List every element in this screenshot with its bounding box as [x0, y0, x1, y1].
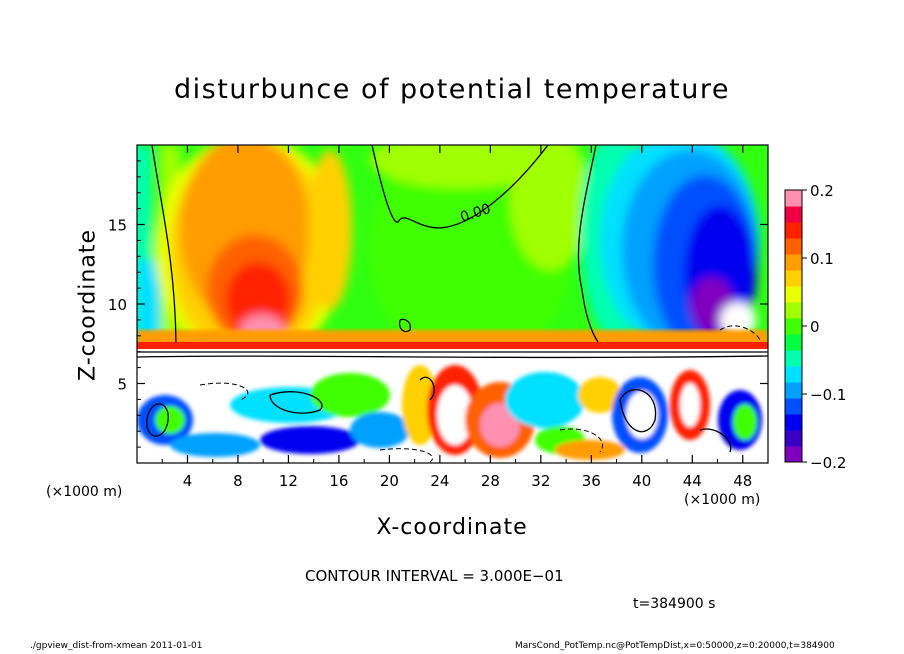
colorbar-swatch — [785, 286, 802, 303]
x-tick-label: 24 — [430, 472, 449, 490]
x-tick-label: 32 — [531, 472, 550, 490]
colorbar-swatch — [785, 398, 802, 415]
footer-script-name: ./gpview_dist-from-xmean 2011-01-01 — [30, 641, 203, 651]
colorbar-label: 0 — [810, 318, 820, 336]
x-tick-label: 16 — [329, 472, 348, 490]
x-unit-right: (×1000 m) — [684, 492, 761, 508]
x-tick-label: 12 — [279, 472, 298, 490]
colorbar-swatch — [785, 302, 802, 319]
contour-interval-text: CONTOUR INTERVAL = 3.000E−01 — [305, 567, 564, 585]
x-axis-label: X-coordinate — [376, 515, 528, 540]
chart-title: disturbunce of potential temperature — [174, 74, 730, 105]
colorbar-swatch — [785, 430, 802, 447]
x-axis: 4 8 12 16 20 24 28 32 36 40 44 48 — [161, 145, 752, 490]
colorbar-swatch — [785, 270, 802, 287]
y-tick-label: 5 — [117, 376, 127, 394]
colorbar: 0.2 0.1 0 −0.1 −0.2 — [784, 182, 846, 472]
colorbar-swatch — [785, 318, 802, 335]
time-label: t=384900 s — [633, 596, 716, 612]
colorbar-swatch — [785, 350, 802, 367]
colorbar-swatch — [785, 222, 802, 239]
x-tick-label: 48 — [733, 472, 752, 490]
colorbar-swatch — [785, 382, 802, 399]
heatmap-field: 0.00 — [137, 145, 768, 463]
x-tick-label: 40 — [632, 472, 651, 490]
y-axis-label: Z-coordinate — [75, 229, 101, 381]
y-tick-label: 10 — [108, 296, 127, 314]
colorbar-label: 0.1 — [810, 250, 834, 268]
x-tick-label: 28 — [481, 472, 500, 490]
colorbar-swatch — [785, 190, 802, 207]
y-axis: 5 10 15 — [108, 160, 768, 448]
x-tick-label: 4 — [183, 472, 193, 490]
x-tick-label: 20 — [380, 472, 399, 490]
x-tick-label: 36 — [582, 472, 601, 490]
colorbar-swatch — [785, 414, 802, 431]
colorbar-swatch — [785, 366, 802, 383]
colorbar-swatch — [785, 334, 802, 351]
x-tick-label: 44 — [683, 472, 702, 490]
footer-data-source: MarsCond_PotTemp.nc@PotTempDist,x=0:5000… — [515, 641, 835, 651]
x-unit-left: (×1000 m) — [46, 484, 123, 500]
colorbar-swatch — [785, 446, 802, 463]
colorbar-label: −0.1 — [810, 386, 846, 404]
colorbar-swatch — [785, 238, 802, 255]
x-tick-label: 8 — [233, 472, 243, 490]
colorbar-label: −0.2 — [810, 454, 846, 472]
y-tick-label: 15 — [108, 217, 127, 235]
colorbar-label: 0.2 — [810, 182, 834, 200]
colorbar-swatch — [785, 206, 802, 223]
colorbar-swatch — [785, 254, 802, 271]
